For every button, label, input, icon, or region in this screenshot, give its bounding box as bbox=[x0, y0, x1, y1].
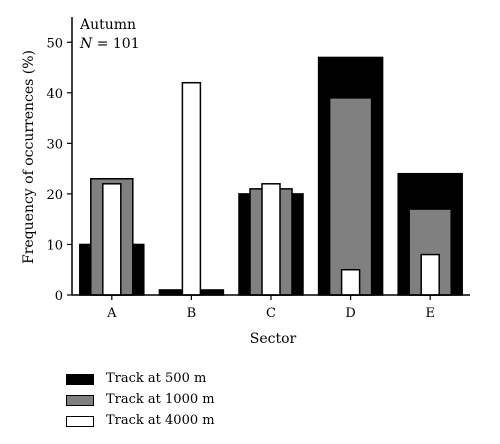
bar-4000m-D bbox=[340, 268, 361, 296]
bar-1000m-D bbox=[328, 97, 373, 296]
n-value: = 101 bbox=[96, 36, 140, 52]
y-tick-label-40: 40 bbox=[46, 87, 63, 102]
ticks-group: A B C D E 0 10 20 30 40 50 bbox=[46, 36, 434, 321]
y-axis-label: Frequency of occurrences (%) bbox=[21, 50, 37, 264]
n-symbol: N bbox=[80, 36, 93, 52]
sample-size-annotation: N = 101 bbox=[80, 36, 140, 52]
bar-4000m-A bbox=[102, 183, 122, 296]
y-tick-label-30: 30 bbox=[46, 137, 63, 152]
y-tick-label-50: 50 bbox=[46, 36, 63, 51]
legend-label-4000m: Track at 4000 m bbox=[106, 413, 215, 428]
bar-4000m-E bbox=[420, 253, 440, 296]
bar-4000m-B bbox=[181, 81, 202, 296]
x-tick-label-B: B bbox=[187, 306, 197, 321]
bars-group bbox=[79, 56, 463, 296]
bar-4000m-C bbox=[261, 183, 281, 296]
legend-label-500m: Track at 500 m bbox=[106, 371, 207, 386]
legend-swatch-500m bbox=[66, 374, 94, 385]
x-tick-label-C: C bbox=[266, 306, 276, 321]
legend-swatch-4000m bbox=[66, 416, 94, 427]
x-tick-label-D: D bbox=[345, 306, 355, 321]
y-tick-label-20: 20 bbox=[46, 188, 63, 203]
legend-label-1000m: Track at 1000 m bbox=[106, 392, 215, 407]
season-annotation: Autumn bbox=[80, 17, 136, 33]
y-tick-label-10: 10 bbox=[46, 238, 63, 253]
x-tick-label-E: E bbox=[425, 306, 435, 321]
legend-swatch-1000m bbox=[66, 395, 94, 406]
y-tick-label-0: 0 bbox=[55, 289, 63, 304]
x-tick-label-A: A bbox=[106, 306, 117, 321]
season-label: Autumn bbox=[80, 17, 137, 33]
x-axis-label: Sector bbox=[250, 331, 297, 347]
